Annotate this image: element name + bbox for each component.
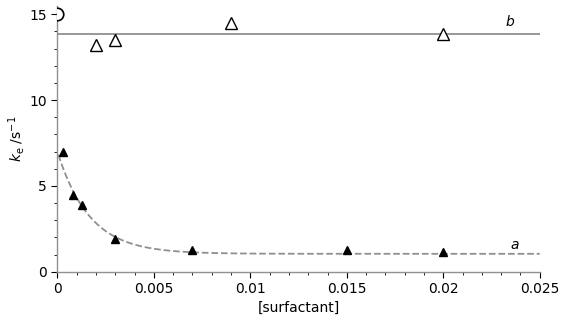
Text: a: a	[511, 238, 519, 252]
Y-axis label: $k_{\rm e}$ /s$^{-1}$: $k_{\rm e}$ /s$^{-1}$	[6, 116, 27, 162]
X-axis label: [surfactant]: [surfactant]	[258, 300, 340, 315]
Text: b: b	[505, 15, 514, 29]
